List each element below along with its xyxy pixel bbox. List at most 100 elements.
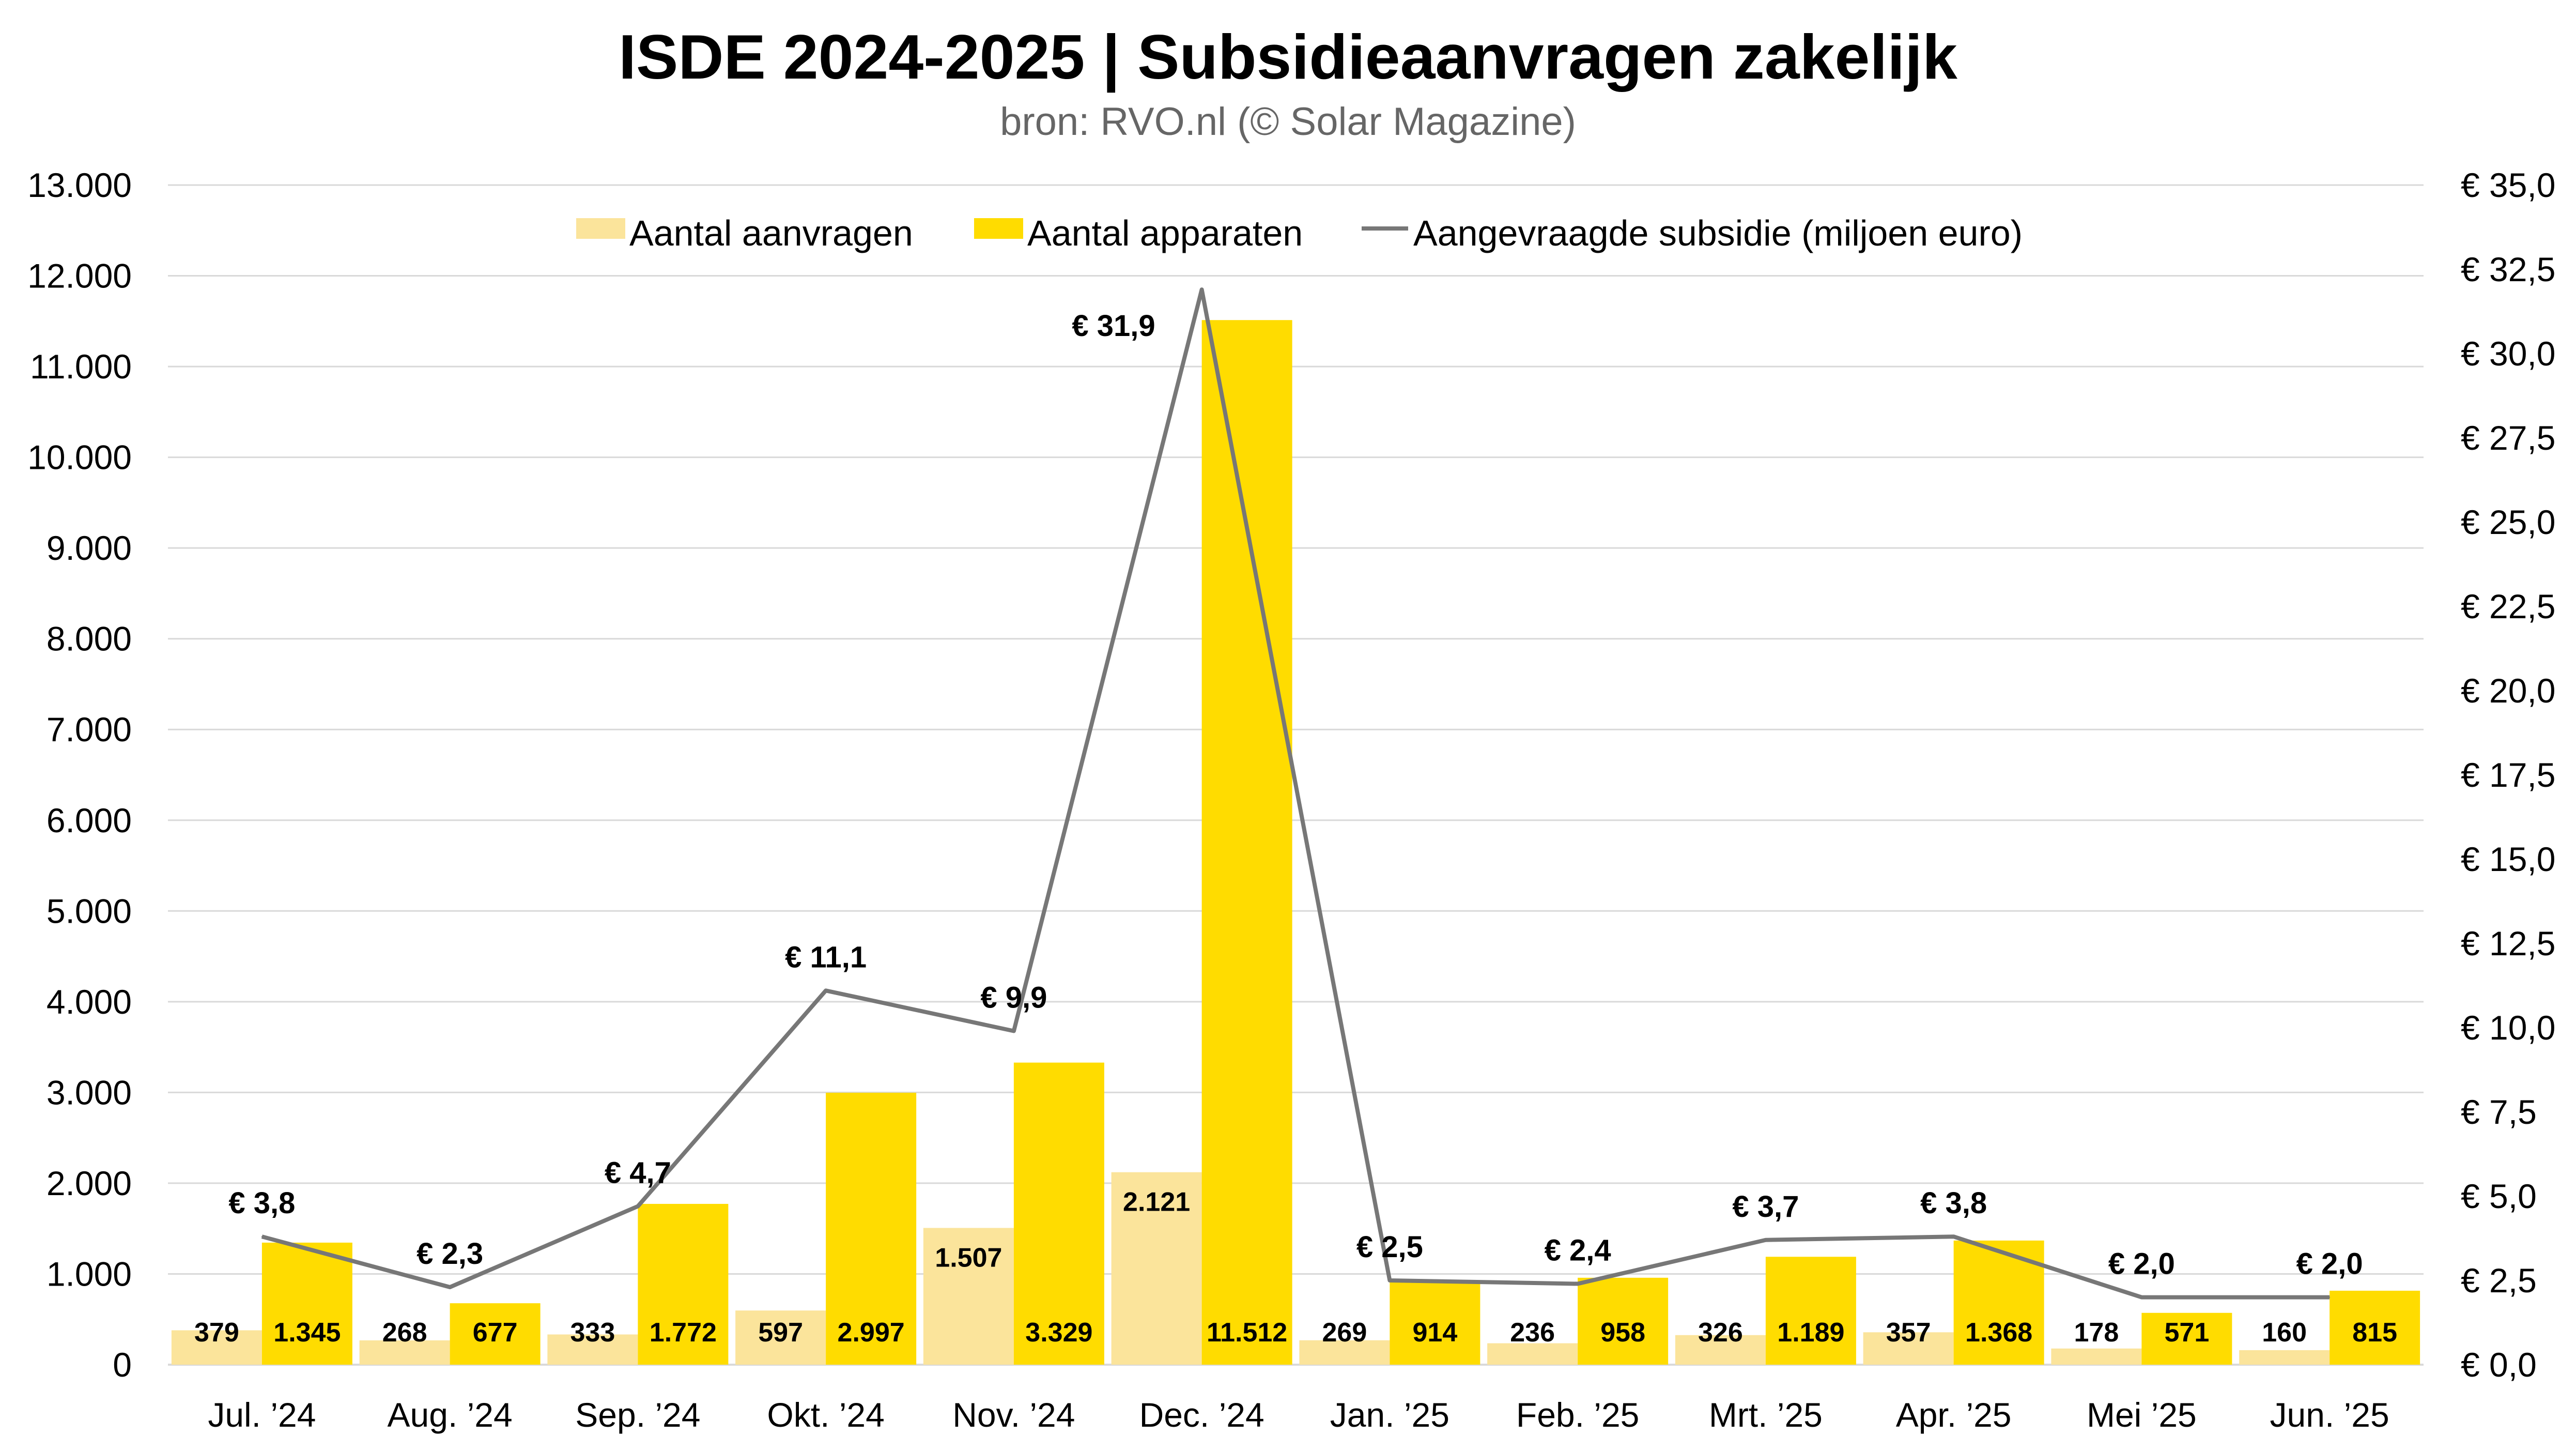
right-axis-tick-label: € 30,0: [2461, 334, 2556, 373]
category-label: Jan. ’25: [1330, 1396, 1449, 1434]
right-axis-tick-label: € 25,0: [2461, 503, 2556, 541]
subsidie-point: [261, 1236, 263, 1238]
bar-label-aanvragen: 326: [1698, 1318, 1743, 1348]
bar-label-apparaten: 1.368: [1965, 1318, 2032, 1348]
bar-label-aanvragen: 178: [2074, 1318, 2119, 1348]
left-axis-tick-label: 6.000: [47, 801, 132, 839]
legend-swatch-apparaten: [974, 218, 1023, 239]
bar-aanvragen: [1675, 1335, 1766, 1365]
category-label: Okt. ’24: [767, 1396, 884, 1434]
right-axis-tick-label: € 15,0: [2461, 840, 2556, 878]
bar-label-aanvragen: 268: [382, 1318, 427, 1348]
right-axis-tick-label: € 7,5: [2461, 1093, 2537, 1131]
bar-apparaten: [826, 1092, 917, 1365]
left-axis-tick-label: 11.000: [30, 347, 132, 386]
bar-label-apparaten: 2.997: [838, 1318, 905, 1348]
bar-aanvragen: [1487, 1343, 1578, 1365]
right-axis-tick-label: € 32,5: [2461, 250, 2556, 288]
legend-label-apparaten: Aantal apparaten: [1027, 213, 1303, 253]
legend-label-aanvragen: Aantal aanvragen: [629, 213, 913, 253]
bar-label-apparaten: 1.189: [1777, 1318, 1844, 1348]
bar-label-apparaten: 914: [1412, 1318, 1457, 1348]
bar-apparaten: [1013, 1062, 1104, 1365]
line-label-subsidie: € 2,5: [1356, 1230, 1423, 1264]
bar-apparaten: [1201, 320, 1292, 1365]
bar-label-aanvragen: 236: [1510, 1318, 1555, 1348]
bar-aanvragen: [1299, 1340, 1390, 1365]
bar-aanvragen: [2239, 1350, 2330, 1365]
bar-label-apparaten: 1.772: [650, 1318, 717, 1348]
left-axis-tick-label: 2.000: [47, 1164, 132, 1202]
bar-apparaten: [1578, 1277, 1669, 1365]
left-axis-tick-label: 0: [113, 1346, 132, 1384]
left-axis-tick-label: 1.000: [47, 1255, 132, 1293]
line-label-subsidie: € 4,7: [605, 1156, 671, 1190]
left-axis-tick-label: 12.000: [27, 257, 132, 295]
left-axis-tick-label: 3.000: [47, 1073, 132, 1111]
category-label: Dec. ’24: [1139, 1396, 1264, 1434]
subsidie-point: [825, 990, 827, 991]
bar-aanvragen: [547, 1334, 638, 1365]
right-axis-tick-label: € 10,0: [2461, 1009, 2556, 1047]
right-axis-tick-label: € 22,5: [2461, 587, 2556, 625]
subsidie-point: [1389, 1280, 1391, 1281]
chart-subtitle: bron: RVO.nl (© Solar Magazine): [1000, 100, 1576, 144]
bar-label-aanvragen: 1.507: [935, 1243, 1002, 1273]
legend-swatch-aanvragen: [576, 218, 625, 239]
subsidie-point: [1013, 1030, 1014, 1032]
chart-title: ISDE 2024-2025 | Subsidieaanvragen zakel…: [619, 22, 1957, 92]
subsidie-point: [1577, 1283, 1579, 1285]
bar-apparaten: [1390, 1281, 1480, 1365]
left-axis-tick-label: 4.000: [47, 983, 132, 1021]
category-label: Nov. ’24: [952, 1396, 1075, 1434]
line-label-subsidie: € 3,7: [1732, 1190, 1799, 1224]
bar-aanvragen: [2051, 1348, 2142, 1365]
bar-aanvragen: [359, 1340, 450, 1365]
right-axis-tick-label: € 2,5: [2461, 1261, 2537, 1300]
bar-label-apparaten: 958: [1600, 1318, 1645, 1348]
bar-label-aanvragen: 333: [570, 1318, 615, 1348]
right-axis-tick-label: € 17,5: [2461, 756, 2556, 794]
category-label: Jun. ’25: [2270, 1396, 2389, 1434]
left-axis-tick-label: 13.000: [27, 166, 132, 204]
left-axis-tick-label: 10.000: [27, 438, 132, 477]
left-axis-tick-label: 9.000: [47, 529, 132, 567]
bar-apparaten: [1765, 1257, 1856, 1365]
right-axis-tick-label: € 20,0: [2461, 671, 2556, 710]
subsidie-line: [261, 287, 2330, 1300]
bar-aanvragen: [735, 1310, 826, 1365]
category-label: Jul. ’24: [208, 1396, 316, 1434]
left-axis-tick-label: 5.000: [47, 892, 132, 930]
bar-apparaten: [2330, 1290, 2420, 1365]
bar-label-apparaten: 571: [2164, 1318, 2209, 1348]
right-axis-tick-label: € 5,0: [2461, 1177, 2537, 1215]
line-label-subsidie: € 3,8: [228, 1186, 295, 1220]
subsidie-point: [637, 1205, 639, 1207]
left-axis-tick-label: 8.000: [47, 620, 132, 658]
bar-label-aanvragen: 597: [758, 1318, 803, 1348]
bar-label-apparaten: 677: [473, 1318, 518, 1348]
subsidie-point: [2329, 1296, 2331, 1298]
line-label-subsidie: € 2,0: [2108, 1247, 2175, 1281]
subsidie-point: [2141, 1296, 2142, 1298]
subsidie-point: [1765, 1239, 1766, 1241]
right-axis-tick-label: € 35,0: [2461, 166, 2556, 204]
subsidie-point: [449, 1287, 451, 1288]
subsidie-point: [1201, 289, 1202, 291]
category-label: Mei ’25: [2087, 1396, 2197, 1434]
bar-aanvragen: [171, 1330, 262, 1365]
bar-label-apparaten: 3.329: [1025, 1318, 1092, 1348]
bar-aanvragen: [1863, 1332, 1954, 1365]
right-axis-tick-label: € 12,5: [2461, 924, 2556, 963]
bar-label-aanvragen: 269: [1322, 1318, 1367, 1348]
bar-label-apparaten: 1.345: [273, 1318, 341, 1348]
line-label-subsidie: € 31,9: [1072, 309, 1155, 343]
bar-label-aanvragen: 2.121: [1123, 1187, 1190, 1217]
bar-label-aanvragen: 379: [194, 1318, 239, 1348]
line-label-subsidie: € 2,0: [2296, 1247, 2363, 1281]
category-label: Mrt. ’25: [1709, 1396, 1823, 1434]
line-label-subsidie: € 2,3: [417, 1237, 483, 1271]
line-label-subsidie: € 3,8: [1920, 1186, 1987, 1220]
line-label-subsidie: € 2,4: [1545, 1234, 1611, 1267]
